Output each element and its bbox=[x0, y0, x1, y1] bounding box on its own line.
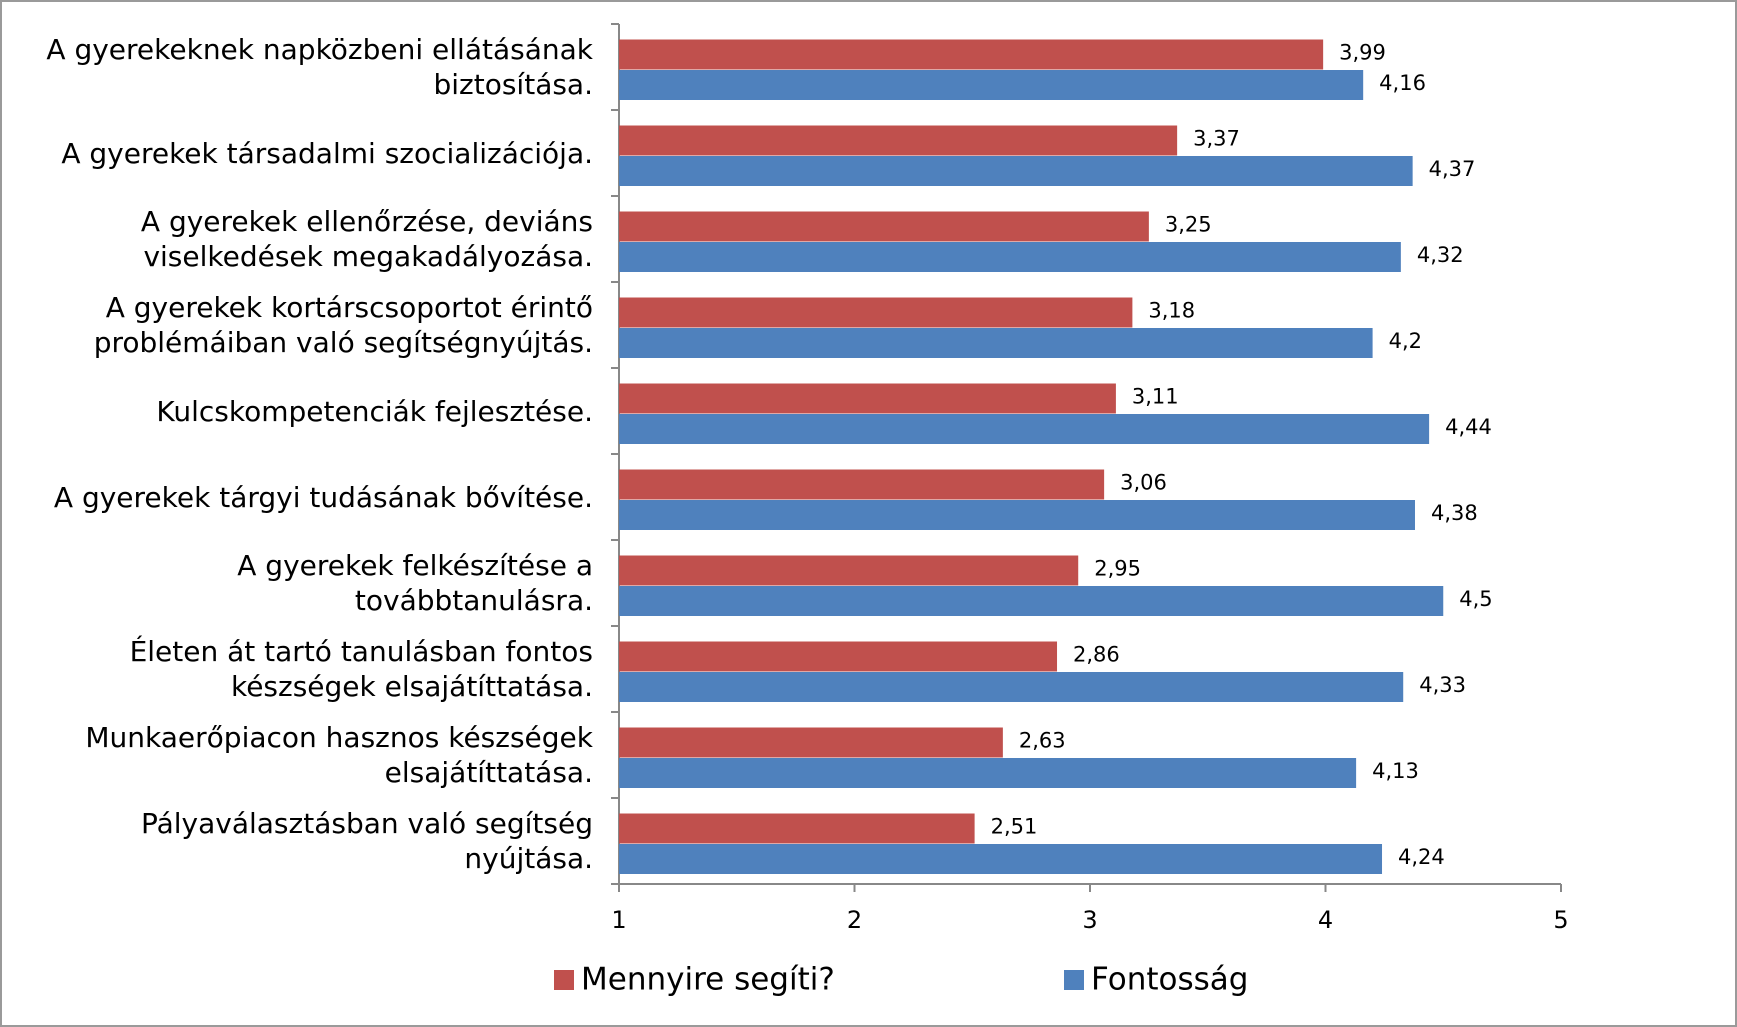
bar bbox=[619, 70, 1364, 100]
bar bbox=[619, 39, 1324, 70]
legend-swatch bbox=[1064, 970, 1084, 990]
category-label: Munkaerőpiacon hasznos készségek elsaját… bbox=[85, 721, 593, 789]
bar bbox=[619, 813, 975, 844]
bar bbox=[619, 586, 1444, 616]
value-label: 3,25 bbox=[1165, 213, 1212, 237]
bar bbox=[619, 555, 1079, 586]
bar bbox=[619, 297, 1133, 328]
category-label: A gyerekek tárgyi tudásának bővítése. bbox=[53, 480, 593, 514]
bar bbox=[619, 328, 1373, 358]
value-label: 3,37 bbox=[1193, 127, 1240, 151]
bar bbox=[619, 211, 1149, 242]
legend-swatch bbox=[554, 970, 574, 990]
category-label: A gyerekek társadalmi szocializációja. bbox=[61, 136, 593, 170]
bar bbox=[619, 242, 1401, 272]
bar bbox=[619, 156, 1413, 186]
bar bbox=[619, 469, 1105, 500]
x-tick-label: 4 bbox=[1318, 906, 1333, 934]
value-label: 4,37 bbox=[1429, 157, 1476, 181]
legend-label: Fontosság bbox=[1091, 962, 1248, 998]
category-label: A gyerekek kortárscsoportot érintő probl… bbox=[93, 291, 593, 359]
bar bbox=[619, 758, 1357, 788]
value-label: 4,24 bbox=[1398, 845, 1445, 869]
category-label: Életen át tartó tanulásban fontos készsé… bbox=[129, 635, 593, 703]
x-tick-label: 3 bbox=[1082, 906, 1097, 934]
value-label: 4,44 bbox=[1445, 415, 1492, 439]
bar bbox=[619, 125, 1178, 156]
category-label: A gyerekek ellenőrzése, deviáns viselked… bbox=[140, 205, 593, 273]
category-label: Kulcskompetenciák fejlesztése. bbox=[156, 394, 593, 428]
value-label: 4,32 bbox=[1417, 243, 1464, 267]
bar bbox=[619, 672, 1404, 702]
bar bbox=[619, 641, 1058, 672]
value-label: 3,06 bbox=[1120, 471, 1167, 495]
value-label: 4,38 bbox=[1431, 501, 1478, 525]
value-label: 3,18 bbox=[1148, 299, 1195, 323]
bar bbox=[619, 414, 1430, 444]
x-tick-label: 1 bbox=[611, 906, 626, 934]
value-label: 3,99 bbox=[1339, 41, 1386, 65]
value-label: 2,51 bbox=[991, 815, 1038, 839]
bar bbox=[619, 727, 1003, 758]
category-label: Pályaválasztásban való segítség nyújtása… bbox=[140, 807, 593, 875]
value-label: 4,5 bbox=[1459, 587, 1492, 611]
value-label: 4,13 bbox=[1372, 759, 1419, 783]
x-tick-label: 2 bbox=[847, 906, 862, 934]
value-label: 3,11 bbox=[1132, 385, 1179, 409]
x-tick-label: 5 bbox=[1553, 906, 1568, 934]
value-label: 2,63 bbox=[1019, 729, 1066, 753]
bar bbox=[619, 500, 1415, 530]
bar bbox=[619, 844, 1383, 874]
value-label: 2,95 bbox=[1094, 557, 1141, 581]
category-label: A gyerekeknek napközbeni ellátásának biz… bbox=[46, 33, 593, 101]
value-label: 4,16 bbox=[1379, 71, 1426, 95]
category-label: A gyerekek felkészítése a továbbtanulásr… bbox=[237, 549, 593, 617]
bar bbox=[619, 383, 1116, 414]
legend-label: Mennyire segíti? bbox=[581, 962, 835, 998]
value-label: 2,86 bbox=[1073, 643, 1120, 667]
value-label: 4,33 bbox=[1419, 673, 1466, 697]
value-label: 4,2 bbox=[1389, 329, 1422, 353]
